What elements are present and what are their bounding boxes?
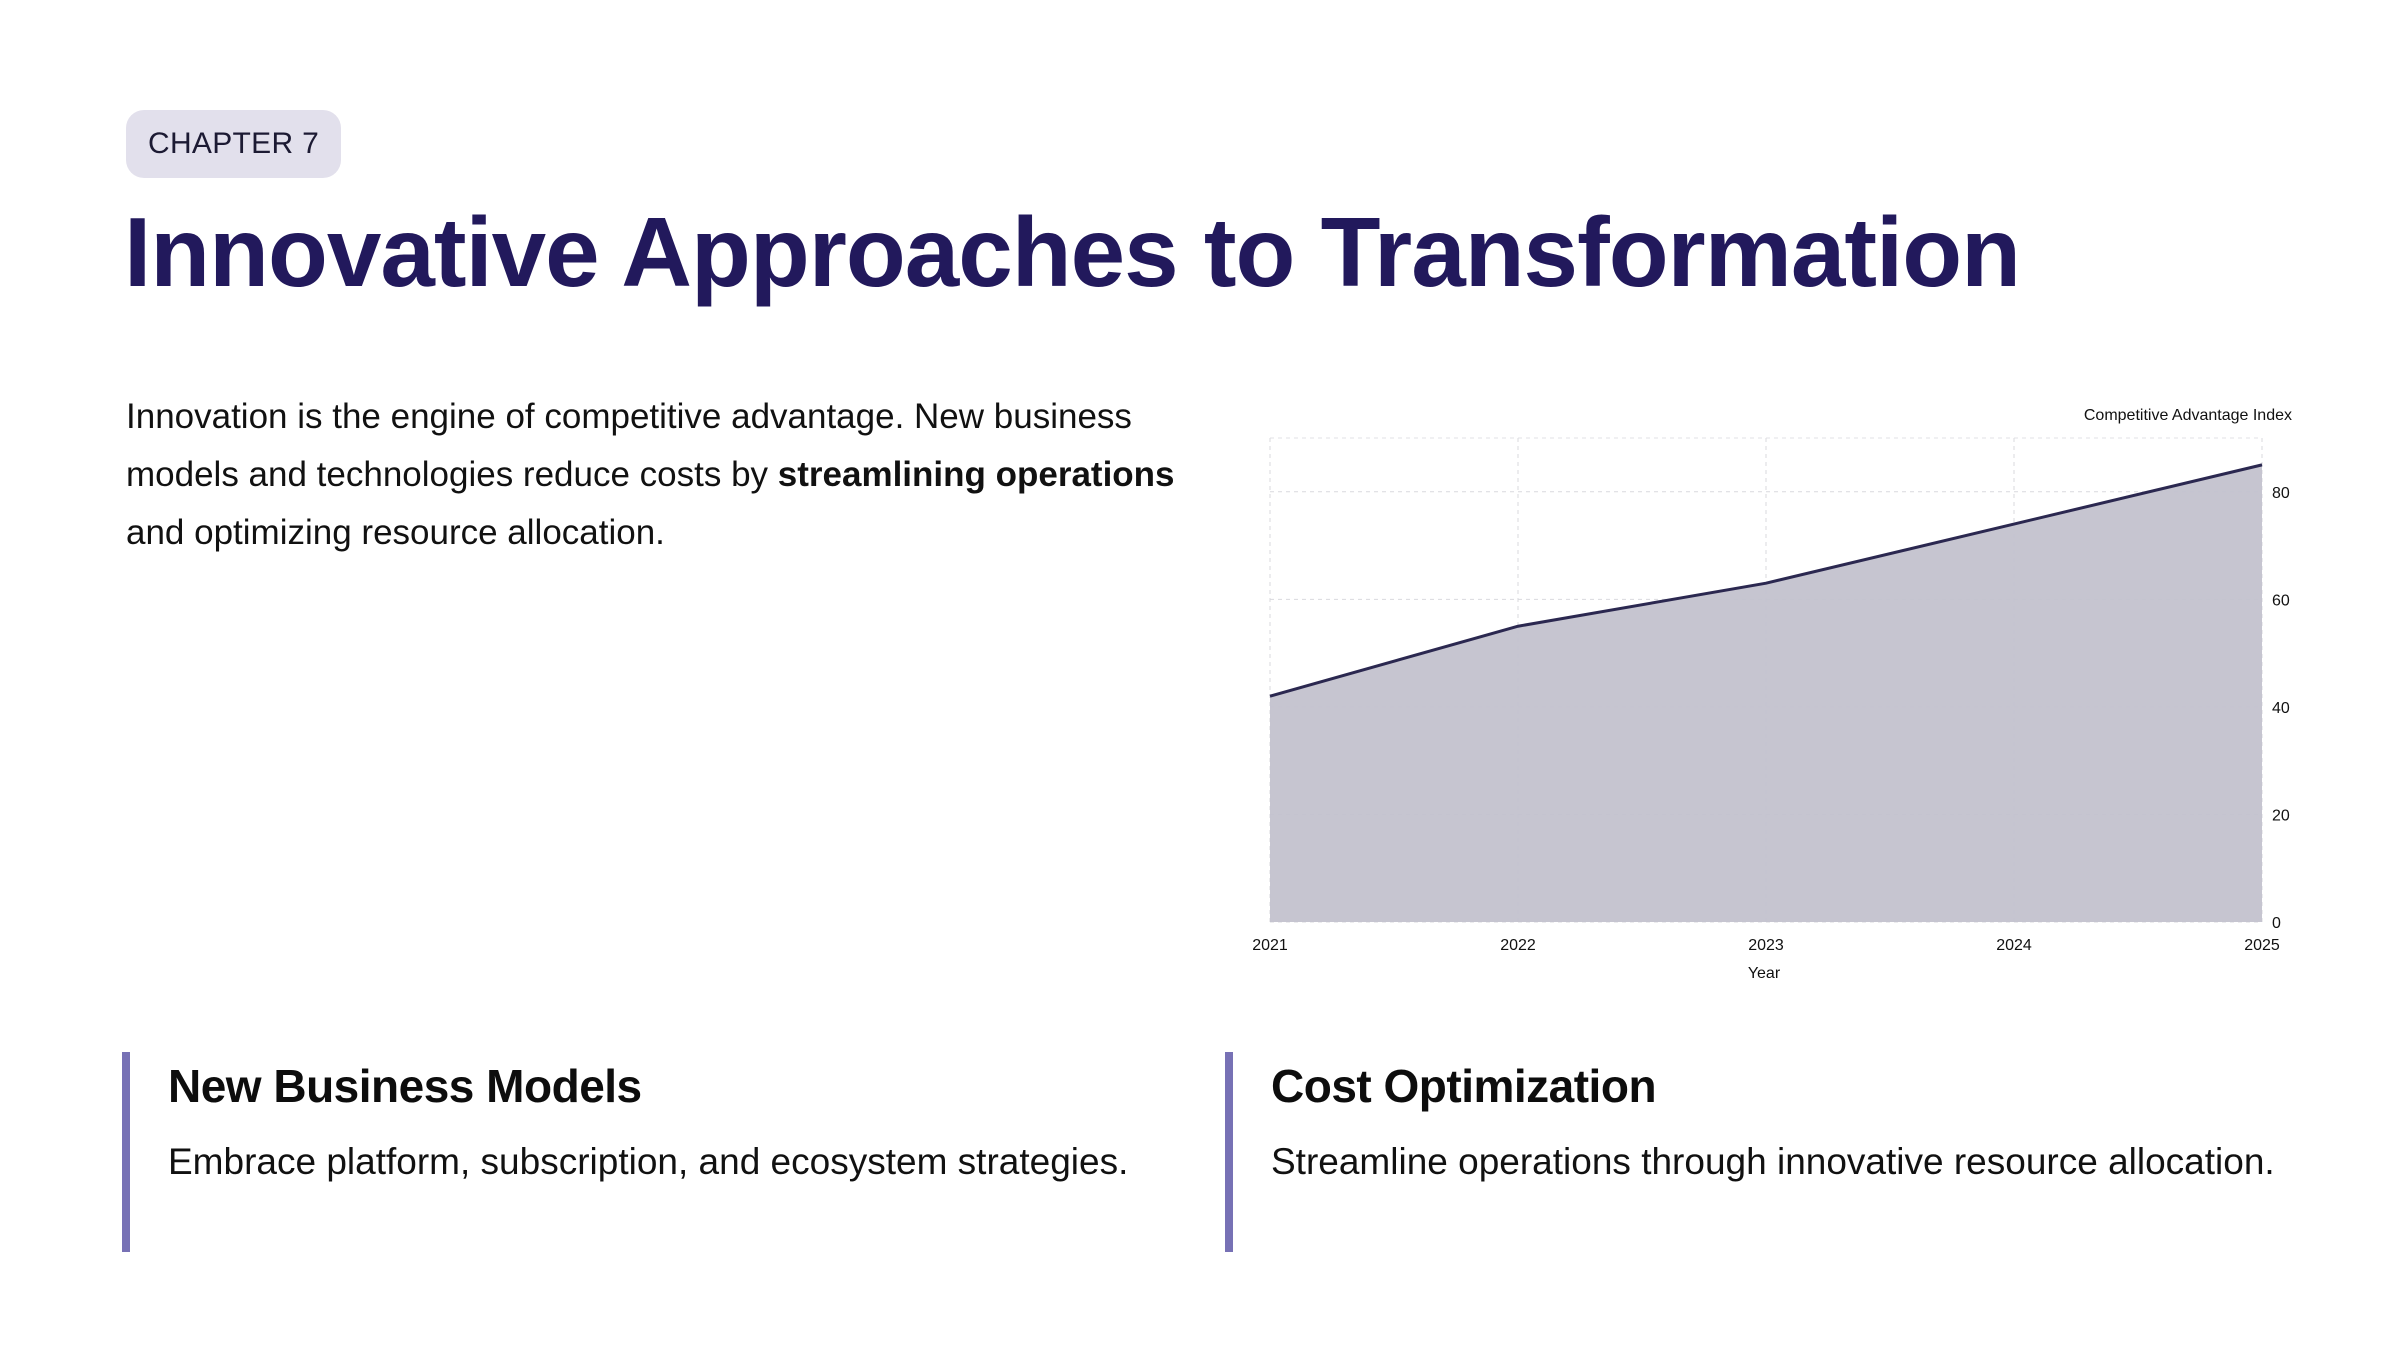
card-text: Embrace platform, subscription, and ecos…	[168, 1141, 1129, 1182]
y-axis-ticks: 0 20 40 60 80	[2272, 485, 2290, 932]
card-cost-optimization: Cost Optimization Streamline operations …	[1225, 1052, 2305, 1252]
x-tick-label: 2021	[1252, 937, 1288, 954]
competitive-advantage-chart: 0 20 40 60 80 2021 2022 2023 2024 2025 Competiti…	[1230, 390, 2340, 1010]
y-axis-label: Competitive Advantage Index	[2084, 407, 2292, 424]
series-line	[1269, 463, 2263, 698]
intro-highlight: streamlining operations	[777, 455, 1175, 494]
intro-paragraph: Innovation is the engine of competitive …	[126, 388, 1186, 562]
intro-text-start: Innovation is the engine of competitive …	[126, 397, 1132, 494]
card-title: Cost Optimization	[1271, 1060, 1657, 1112]
y-tick-label: 20	[2272, 807, 2290, 824]
y-tick-label: 60	[2272, 592, 2290, 609]
series-area	[1270, 464, 2262, 922]
x-tick-label: 2024	[1996, 937, 2032, 954]
y-tick-label: 0	[2272, 915, 2281, 932]
x-axis-ticks: 2021 2022 2023 2024 2025	[1252, 937, 2280, 954]
card-title: New Business Models	[168, 1060, 642, 1112]
y-tick-label: 40	[2272, 700, 2290, 717]
x-tick-label: 2022	[1500, 937, 1536, 954]
y-tick-label: 80	[2272, 485, 2290, 502]
x-tick-label: 2023	[1748, 937, 1784, 954]
page-title: Innovative Approaches to Transformation	[124, 197, 2021, 307]
chapter-badge: CHAPTER 7	[126, 110, 342, 178]
x-tick-label: 2025	[2244, 937, 2280, 954]
intro-text-end: and optimizing resource allocation.	[126, 513, 665, 552]
card-text: Streamline operations through innovative…	[1271, 1141, 2275, 1182]
card-new-business-models: New Business Models Embrace platform, su…	[122, 1052, 1202, 1252]
x-axis-label: Year	[1748, 965, 1781, 982]
chart-svg: 0 20 40 60 80 2021 2022 2023 2024 2025 Competiti…	[1252, 407, 2292, 982]
